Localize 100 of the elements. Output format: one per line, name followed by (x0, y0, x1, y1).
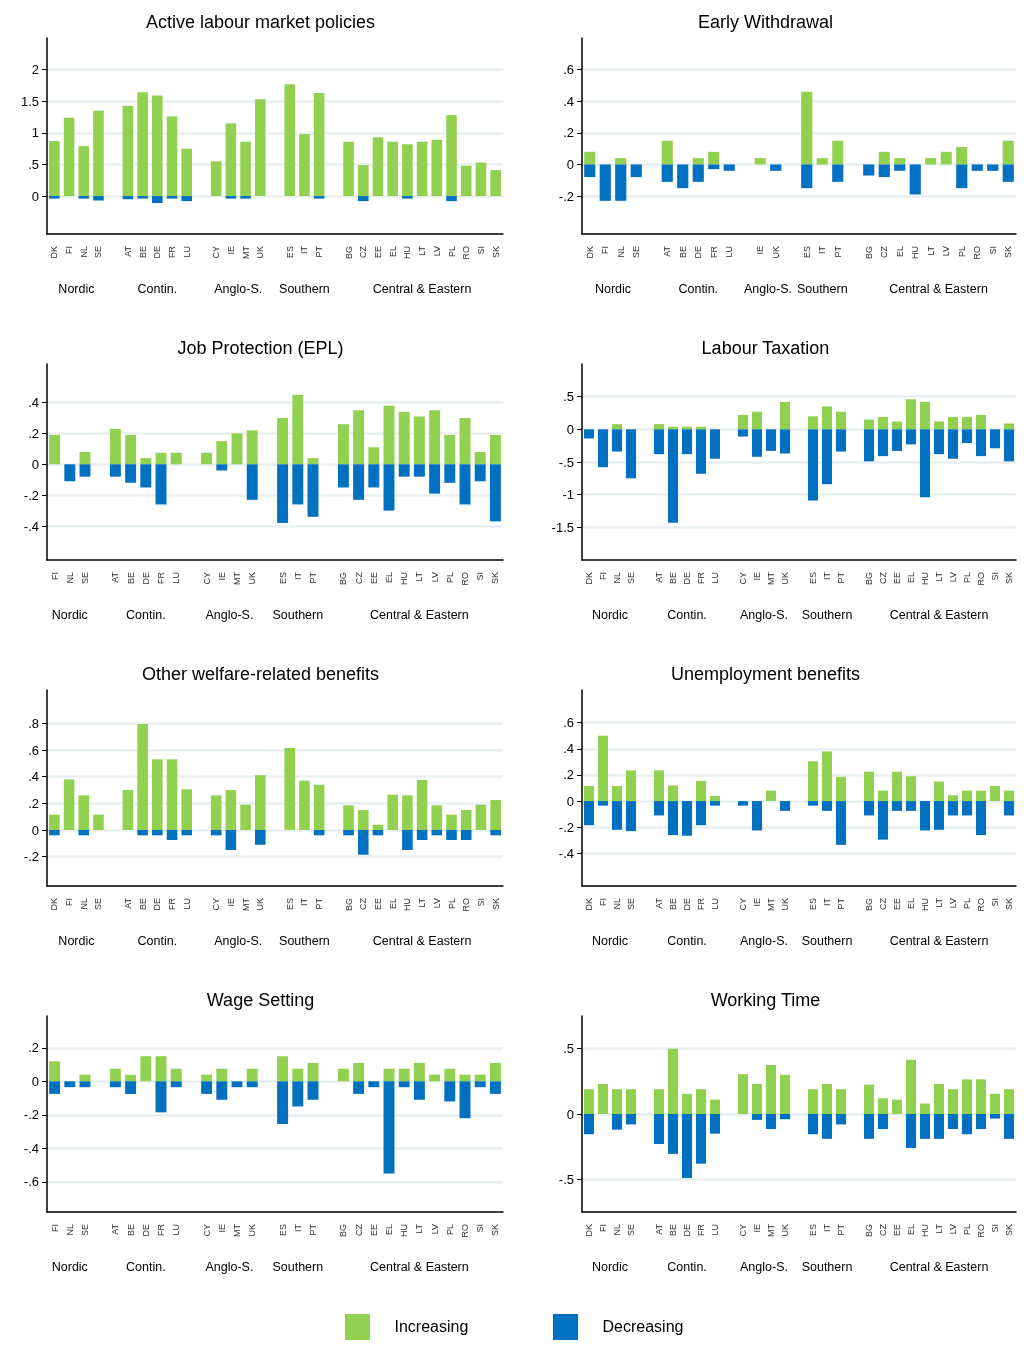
bar (975, 1079, 987, 1114)
bar (413, 1081, 425, 1100)
text: Contin. (667, 1260, 707, 1274)
bar (754, 158, 766, 165)
bar (584, 164, 596, 178)
x-tick-label: SI (987, 246, 998, 255)
bar (695, 780, 707, 802)
bar (863, 771, 875, 802)
bar (368, 447, 380, 465)
bar (832, 164, 844, 182)
x-tick-label: NL (612, 898, 622, 910)
x-tick-label: ES (808, 898, 818, 911)
x-tick-label: IE (752, 572, 762, 581)
bar (583, 801, 595, 826)
bar (313, 196, 325, 199)
x-tick-label: LV (948, 898, 958, 909)
x-tick-label: MT (766, 897, 776, 911)
bar (292, 1068, 304, 1082)
bar (225, 830, 237, 850)
legend-label: Increasing (394, 1318, 470, 1336)
bar (661, 140, 673, 165)
bar (987, 164, 999, 171)
x-tick-label: LV (941, 246, 952, 257)
bar (737, 1074, 749, 1114)
bar (343, 141, 354, 197)
bar (779, 1114, 791, 1120)
text: Nordic (591, 608, 629, 622)
bar (821, 801, 833, 811)
bar (216, 1068, 228, 1082)
x-tick-label: EE (368, 1224, 379, 1237)
x-tick-label: AT (110, 571, 121, 583)
bar (413, 1062, 425, 1082)
bar (709, 1099, 721, 1114)
bar (695, 801, 707, 826)
bar (625, 1114, 637, 1125)
text: Contin. (126, 608, 166, 622)
x-tick-label: DE (152, 246, 163, 259)
bar (210, 795, 222, 830)
y-tick-label: .5 (563, 389, 574, 405)
bar (821, 1114, 833, 1139)
x-tick-label: DK (584, 572, 594, 585)
bar (615, 158, 627, 165)
x-tick-label: EE (372, 246, 383, 259)
x-tick-label: BE (137, 246, 148, 259)
bar (122, 196, 134, 200)
x-tick-label: SK (1004, 898, 1014, 911)
text: Contin. (678, 282, 719, 296)
x-tick-label: SK (1003, 246, 1014, 259)
x-tick-label: RO (976, 898, 986, 912)
x-tick-label: DK (584, 1224, 594, 1237)
bar (989, 1114, 1001, 1119)
bar (240, 804, 251, 830)
x-tick-label: MT (232, 1223, 242, 1237)
x-tick-label: EL (387, 246, 398, 258)
bar (240, 196, 251, 199)
bar (122, 105, 134, 197)
bar (751, 801, 763, 831)
bar (431, 805, 443, 830)
bar (307, 1081, 319, 1100)
x-tick-label: RO (460, 572, 470, 586)
x-tick-label: BE (125, 1224, 136, 1237)
bar (368, 1081, 380, 1088)
bar (615, 164, 627, 201)
bar (933, 801, 945, 830)
bar (1003, 790, 1015, 802)
text: Central & Eastern (889, 934, 989, 948)
bar (489, 1062, 501, 1082)
bar (877, 801, 889, 840)
bar (905, 1114, 917, 1148)
x-tick-label: SI (475, 898, 486, 907)
bar (891, 1099, 903, 1114)
y-tick-label: .8 (28, 715, 39, 731)
bar (490, 830, 501, 836)
bar (357, 165, 369, 197)
bar (353, 1062, 365, 1082)
bar (692, 164, 704, 182)
x-tick-label: LT (414, 1223, 425, 1234)
text: Nordic (51, 1260, 88, 1274)
bar (166, 759, 178, 830)
x-tick-label: EE (372, 898, 383, 911)
bar (1003, 1114, 1015, 1139)
bar (254, 775, 266, 830)
bar (152, 830, 163, 836)
bar (933, 421, 945, 430)
x-tick-label: CY (738, 572, 748, 585)
y-tick-label: 0 (31, 1073, 39, 1089)
bar (49, 1081, 61, 1094)
bar (1002, 140, 1014, 165)
bar (474, 1074, 486, 1082)
x-tick-label: PL (962, 1224, 972, 1236)
x-tick-label: ES (277, 572, 288, 585)
x-tick-label: NL (612, 572, 622, 584)
x-tick-label: LT (934, 897, 944, 908)
y-tick-label: -.4 (558, 845, 574, 861)
x-tick-label: BE (668, 1224, 678, 1237)
x-tick-label: LU (181, 246, 192, 258)
bar (692, 158, 704, 165)
bar (765, 1065, 777, 1114)
x-tick-label: FI (600, 246, 611, 254)
bar (807, 429, 819, 501)
